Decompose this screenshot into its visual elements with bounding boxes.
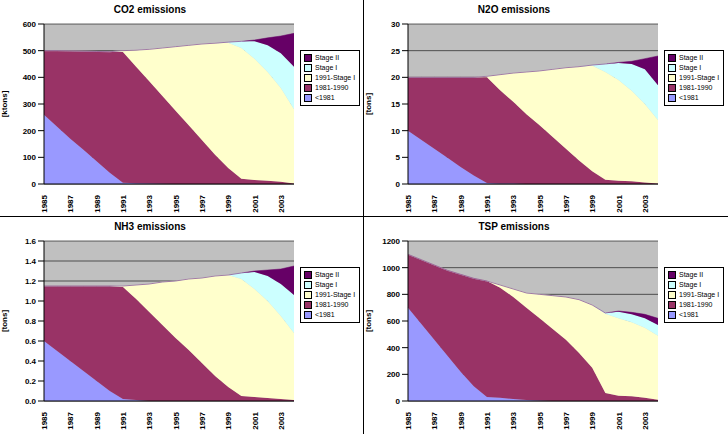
html-text:Stage II: Stage II	[315, 54, 340, 61]
svg-text:200: 200	[387, 370, 401, 379]
svg-text:200: 200	[23, 127, 37, 136]
svg-text:1989: 1989	[93, 411, 102, 429]
html-text:Stage II: Stage II	[315, 271, 340, 278]
svg-text:400: 400	[387, 344, 401, 353]
svg-text:2003: 2003	[641, 194, 650, 212]
svg-text:1200: 1200	[382, 237, 400, 246]
svg-text:[tons]: [tons]	[364, 93, 373, 116]
svg-text:0.4: 0.4	[25, 357, 37, 366]
svg-text:2001: 2001	[251, 411, 260, 429]
html-text:1981-1990: 1981-1990	[679, 301, 713, 308]
svg-text:1991: 1991	[483, 411, 492, 429]
svg-text:1993: 1993	[509, 411, 518, 429]
html-text:Stage I: Stage I	[315, 64, 338, 71]
svg-text:1991: 1991	[119, 194, 128, 212]
svg-text:1999: 1999	[224, 194, 233, 212]
svg-text:1.6: 1.6	[25, 237, 37, 246]
svg-text:1987: 1987	[66, 194, 75, 212]
svg-text:0.6: 0.6	[25, 337, 37, 346]
html-text:1981-1990: 1981-1990	[315, 84, 349, 91]
svg-text:1989: 1989	[457, 411, 466, 429]
svg-text:2003: 2003	[641, 411, 650, 429]
svg-text:2001: 2001	[615, 411, 624, 429]
svg-text:1.4: 1.4	[25, 257, 37, 266]
svg-text:1997: 1997	[198, 411, 207, 429]
svg-text:0.0: 0.0	[25, 397, 37, 406]
svg-text:2003: 2003	[277, 411, 286, 429]
svg-text:1989: 1989	[93, 194, 102, 212]
svg-text:25: 25	[391, 47, 400, 56]
svg-text:400: 400	[23, 73, 37, 82]
svg-text:1995: 1995	[172, 411, 181, 429]
html-text:1991-Stage I: 1991-Stage I	[315, 291, 356, 298]
svg-text:1.2: 1.2	[25, 277, 37, 286]
html-text:Stage II: Stage II	[679, 271, 704, 278]
svg-text:1985: 1985	[40, 194, 49, 212]
svg-text:0: 0	[396, 397, 401, 406]
html-text:CO2 emissions: CO2 emissions	[113, 4, 187, 15]
svg-text:1995: 1995	[172, 194, 181, 212]
svg-text:1993: 1993	[509, 194, 518, 212]
svg-text:1999: 1999	[588, 194, 597, 212]
html-text:<1981: <1981	[679, 94, 699, 101]
svg-text:1985: 1985	[40, 411, 49, 429]
svg-text:800: 800	[387, 290, 401, 299]
html-text:NH3 emissions: NH3 emissions	[114, 221, 186, 232]
svg-text:1985: 1985	[404, 194, 413, 212]
svg-text:1991: 1991	[483, 194, 492, 212]
html-text:1981-1990: 1981-1990	[315, 301, 349, 308]
svg-text:[tons]: [tons]	[8, 310, 9, 333]
svg-text:2003: 2003	[277, 194, 286, 212]
svg-text:1987: 1987	[430, 194, 439, 212]
svg-text:1.0: 1.0	[25, 297, 37, 306]
svg-text:[tons]: [tons]	[364, 310, 373, 333]
html-text:Stage I: Stage I	[679, 281, 702, 288]
html-text:TSP emissions: TSP emissions	[478, 221, 550, 232]
svg-text:1997: 1997	[562, 194, 571, 212]
svg-text:1999: 1999	[224, 411, 233, 429]
svg-text:0.8: 0.8	[25, 317, 37, 326]
svg-text:0: 0	[396, 180, 401, 189]
svg-text:600: 600	[387, 317, 401, 326]
svg-text:1987: 1987	[66, 411, 75, 429]
svg-text:1987: 1987	[430, 411, 439, 429]
html-text:1981-1990: 1981-1990	[679, 84, 713, 91]
svg-text:0: 0	[32, 180, 37, 189]
svg-text:1993: 1993	[145, 194, 154, 212]
html-text:1991-Stage I: 1991-Stage I	[679, 291, 720, 298]
html-text:1991-Stage I: 1991-Stage I	[679, 74, 720, 81]
svg-text:500: 500	[23, 47, 37, 56]
svg-text:30: 30	[391, 20, 400, 29]
svg-text:1000: 1000	[382, 264, 400, 273]
svg-text:300: 300	[23, 100, 37, 109]
html-text:<1981: <1981	[315, 94, 335, 101]
html-text:1991-Stage I: 1991-Stage I	[315, 74, 356, 81]
svg-text:1985: 1985	[404, 411, 413, 429]
svg-text:1999: 1999	[588, 411, 597, 429]
svg-text:2001: 2001	[251, 194, 260, 212]
html-text:Stage I: Stage I	[315, 281, 338, 288]
svg-text:1997: 1997	[198, 194, 207, 212]
svg-text:15: 15	[391, 100, 400, 109]
svg-text:100: 100	[23, 153, 37, 162]
html-text:Stage II: Stage II	[679, 54, 704, 61]
svg-text:10: 10	[391, 127, 400, 136]
svg-text:600: 600	[23, 20, 37, 29]
html-text:N2O emissions: N2O emissions	[477, 4, 551, 15]
svg-text:1997: 1997	[562, 411, 571, 429]
svg-text:1995: 1995	[536, 411, 545, 429]
svg-text:1991: 1991	[119, 411, 128, 429]
html-text:<1981: <1981	[315, 311, 335, 318]
html-text:<1981: <1981	[679, 311, 699, 318]
svg-text:2001: 2001	[615, 194, 624, 212]
svg-text:1989: 1989	[457, 194, 466, 212]
html-text:Stage I: Stage I	[679, 64, 702, 71]
svg-text:[ktons]: [ktons]	[8, 90, 9, 117]
svg-text:1995: 1995	[536, 194, 545, 212]
svg-text:0.2: 0.2	[25, 377, 37, 386]
svg-text:1993: 1993	[145, 411, 154, 429]
svg-text:20: 20	[391, 73, 400, 82]
svg-text:5: 5	[396, 153, 401, 162]
